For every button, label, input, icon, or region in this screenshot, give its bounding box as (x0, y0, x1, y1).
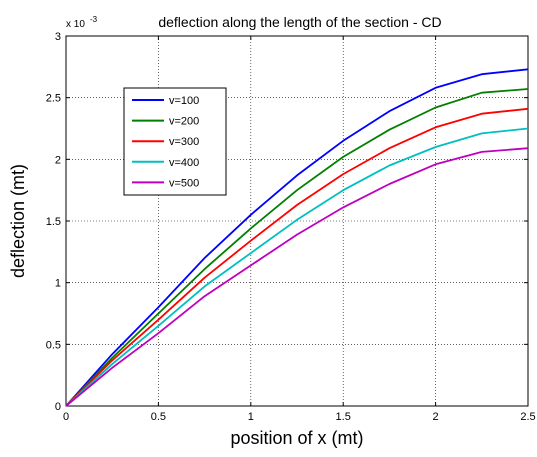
x-tick-label: 2.5 (520, 411, 535, 423)
y-tick-label: 1.5 (46, 216, 61, 228)
y-multiplier-label: x 10 (66, 19, 85, 30)
y-tick-label: 1 (55, 278, 61, 290)
legend-label: v=100 (169, 95, 199, 107)
legend-label: v=200 (169, 116, 199, 128)
legend-label: v=300 (169, 136, 199, 148)
legend-label: v=500 (169, 177, 199, 189)
y-tick-label: 3 (55, 31, 61, 43)
x-axis-title: position of x (mt) (230, 428, 363, 448)
series-line (65, 68, 529, 407)
series-line (65, 88, 529, 407)
series-lines (65, 68, 529, 407)
y-tick-label: 2 (55, 154, 61, 166)
legend: v=100 v=200 v=300 v=400 v=500 (123, 87, 227, 196)
x-tick-label: 0.5 (151, 411, 166, 423)
y-multiplier-exponent: -3 (90, 15, 98, 24)
y-tick-label: 0 (55, 401, 61, 413)
chart-title: deflection along the length of the secti… (158, 14, 441, 30)
y-tick-label: 2.5 (46, 93, 61, 105)
x-tick-label: 0 (63, 411, 69, 423)
y-tick-label: 0.5 (46, 339, 61, 351)
series-line (65, 127, 529, 407)
x-tick-label: 1 (248, 411, 254, 423)
legend-label: v=400 (169, 157, 199, 169)
series-line (65, 107, 529, 407)
series-line (65, 147, 529, 407)
axis-ticks: 0 0.5 1 1.5 2 2.5 0 0.5 1 1.5 2 2.5 3 (46, 31, 536, 423)
x-tick-label: 1.5 (336, 411, 351, 423)
y-axis-title: deflection (mt) (8, 164, 28, 278)
x-tick-label: 2 (433, 411, 439, 423)
